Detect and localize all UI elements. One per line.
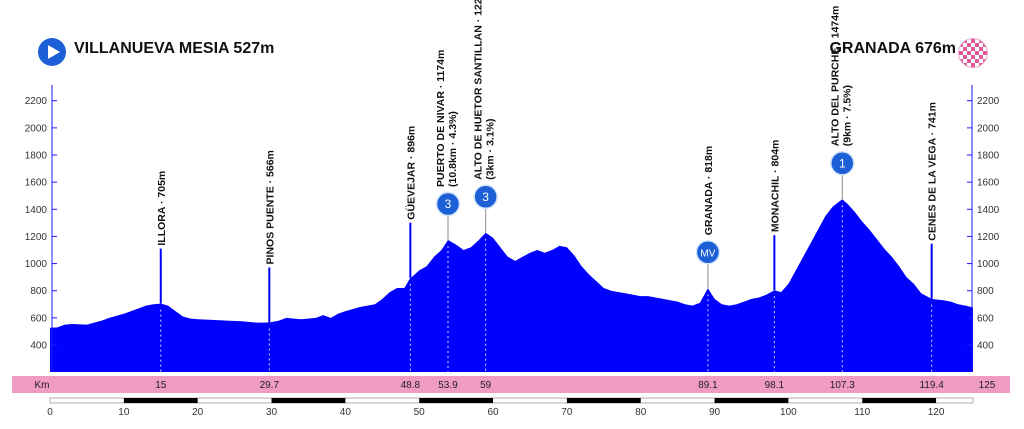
annotation-label-group: ILLORA · 705m xyxy=(156,171,168,246)
x-tick-label: 120 xyxy=(928,407,945,418)
km-band-value: 89.1 xyxy=(698,380,718,391)
x-tick-label: 70 xyxy=(561,407,573,418)
x-tick-label: 90 xyxy=(709,407,721,418)
climb-marker-label: MV xyxy=(700,248,715,259)
left-y-tick-label: 1600 xyxy=(25,178,48,189)
right-y-tick-label: 1000 xyxy=(977,259,1000,270)
km-scale-segment xyxy=(566,398,641,403)
km-scale-segment xyxy=(862,398,937,403)
right-y-tick-label: 1800 xyxy=(977,151,1000,162)
x-tick-label: 110 xyxy=(854,407,870,418)
km-band-value: 119.4 xyxy=(920,380,945,391)
right-y-tick-label: 2200 xyxy=(977,96,1000,107)
climb-marker-label: 1 xyxy=(839,156,846,170)
km-scale-segment xyxy=(123,398,198,403)
annotation-label-group: GÜEVEJAR · 896m xyxy=(404,126,417,220)
x-tick-label: 0 xyxy=(47,407,53,418)
right-y-tick-label: 400 xyxy=(977,341,994,352)
annotation-label-group: MONACHIL · 804m xyxy=(769,140,781,233)
km-band-value: 107.3 xyxy=(830,380,855,391)
climb-marker xyxy=(473,184,498,210)
right-y-tick-label: 1600 xyxy=(977,178,1000,189)
annotation-label: ALTO DE HUETOR SANTILLAN · 1227m xyxy=(473,0,485,180)
x-tick-label: 60 xyxy=(487,407,499,418)
annotation-label-group: CENES DE LA VEGA · 741m xyxy=(927,102,939,241)
annotation-sublabel: (10.8km · 4.3%) xyxy=(447,111,459,187)
left-y-tick-label: 2200 xyxy=(25,96,48,107)
km-band-value: 125 xyxy=(979,380,996,391)
right-y-tick-label: 1200 xyxy=(977,232,1000,243)
play-arrow-icon xyxy=(38,38,66,66)
annotation-label: GÜEVEJAR · 896m xyxy=(404,126,417,220)
km-band-value: 59 xyxy=(480,380,492,391)
left-y-tick-label: 1000 xyxy=(25,259,48,270)
left-y-tick-label: 1800 xyxy=(25,151,48,162)
km-band xyxy=(12,376,1010,393)
annotation-label: ILLORA · 705m xyxy=(156,171,168,246)
checkered-flag-icon xyxy=(958,38,988,68)
left-y-tick-label: 800 xyxy=(30,286,47,297)
climb-marker xyxy=(695,240,721,265)
km-scale-bar xyxy=(49,397,974,404)
km-band-value: 48.8 xyxy=(401,380,421,391)
start-label: VILLANUEVA MESIA 527m xyxy=(74,40,275,57)
km-scale-segment xyxy=(419,398,494,403)
annotation-label: CENES DE LA VEGA · 741m xyxy=(927,102,939,241)
annotation-label-group: GRANADA · 818m xyxy=(703,146,715,235)
right-y-tick-label: 1400 xyxy=(977,205,1000,216)
climb-marker xyxy=(435,191,461,217)
elevation-profile-area xyxy=(50,199,973,372)
annotation-sublabel: (9km · 7.5%) xyxy=(841,85,853,146)
annotation-label: PUERTO DE NIVAR · 1174m xyxy=(435,50,447,187)
climb-marker-label: 3 xyxy=(482,190,489,204)
annotation-sublabel: (3km · 3.1%) xyxy=(485,118,497,179)
climb-marker xyxy=(830,151,855,176)
km-band-value: 98.1 xyxy=(765,380,785,391)
km-band-value: 15 xyxy=(155,380,167,391)
left-y-tick-label: 1200 xyxy=(25,232,48,243)
right-y-tick-label: 800 xyxy=(977,286,994,297)
annotation-label-group: ALTO DE HUETOR SANTILLAN · 1227m (3km · 3… xyxy=(473,0,497,180)
annotation-label-group: ALTO DEL PURCHE · 1474m (9km · 7.5%) xyxy=(829,6,853,147)
x-tick-label: 50 xyxy=(414,407,426,418)
annotation-label-group: PINOS PUENTE · 566m xyxy=(264,150,276,264)
x-tick-label: 20 xyxy=(192,407,204,418)
climb-marker-label: 3 xyxy=(445,197,452,211)
annotation-label-group: PUERTO DE NIVAR · 1174m (10.8km · 4.3%) xyxy=(435,50,459,187)
km-scale-segment xyxy=(271,398,346,403)
annotation-label: GRANADA · 818m xyxy=(703,146,715,235)
x-tick-label: 80 xyxy=(635,407,647,418)
annotation-label: ALTO DEL PURCHE · 1474m xyxy=(829,6,841,147)
x-tick-label: 30 xyxy=(266,407,278,418)
left-y-tick-label: 400 xyxy=(30,341,47,352)
km-scale-segment xyxy=(714,398,789,403)
annotation-label: PINOS PUENTE · 566m xyxy=(264,150,276,264)
x-tick-label: 10 xyxy=(118,407,130,418)
x-tick-label: 100 xyxy=(780,407,797,418)
right-y-tick-label: 600 xyxy=(977,313,994,324)
left-y-tick-label: 600 xyxy=(30,313,47,324)
annotation-label: MONACHIL · 804m xyxy=(769,140,781,233)
right-y-tick-label: 2000 xyxy=(977,123,1000,134)
finish-label: GRANADA 676m xyxy=(829,40,956,57)
left-y-tick-label: 2000 xyxy=(25,123,48,134)
km-band-title: Km xyxy=(35,380,50,391)
km-band-value: 53.9 xyxy=(438,380,458,391)
x-tick-label: 40 xyxy=(340,407,352,418)
left-y-tick-label: 1400 xyxy=(25,205,48,216)
km-band-value: 29.7 xyxy=(260,380,280,391)
